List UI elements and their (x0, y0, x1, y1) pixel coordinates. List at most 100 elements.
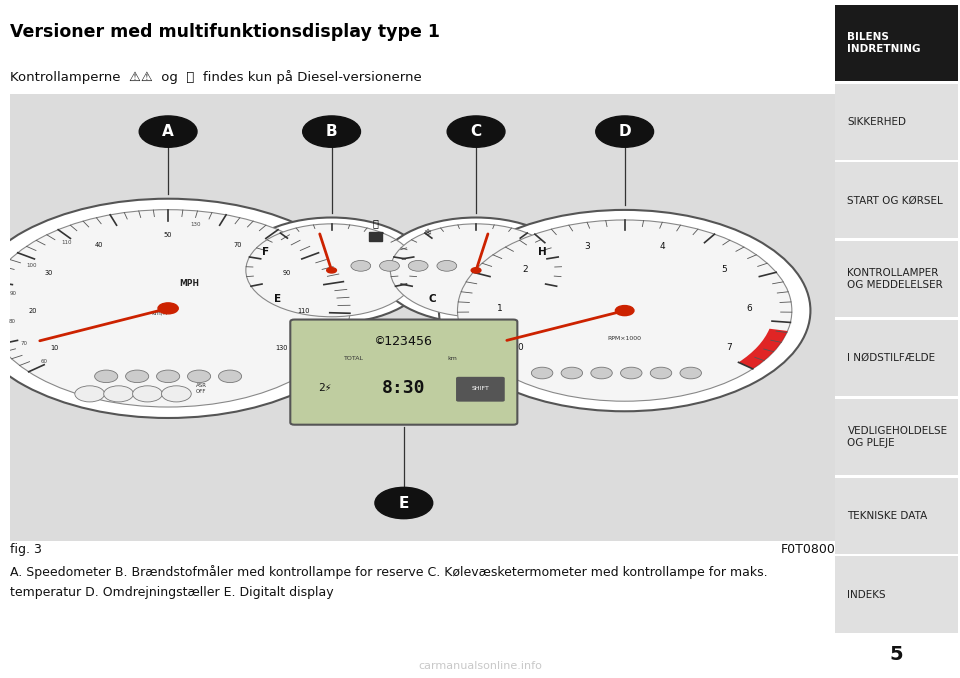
Circle shape (156, 370, 180, 382)
Text: D: D (618, 124, 631, 139)
Circle shape (139, 116, 197, 147)
Circle shape (458, 220, 792, 401)
Circle shape (104, 386, 133, 402)
Text: 100: 100 (26, 263, 36, 268)
FancyBboxPatch shape (456, 377, 505, 401)
Circle shape (132, 386, 162, 402)
Text: SIKKERHED: SIKKERHED (848, 117, 906, 127)
Circle shape (379, 260, 399, 271)
Text: 20: 20 (29, 308, 36, 314)
FancyBboxPatch shape (830, 2, 960, 84)
Text: BILENS
INDRETNING: BILENS INDRETNING (848, 32, 921, 54)
Circle shape (158, 303, 179, 314)
Text: ASR
OFF: ASR OFF (196, 383, 206, 394)
FancyBboxPatch shape (831, 476, 960, 555)
Text: 130: 130 (276, 345, 288, 351)
Text: 1: 1 (497, 304, 503, 313)
Text: 70: 70 (20, 340, 28, 346)
Text: 40: 40 (95, 242, 103, 248)
Circle shape (75, 386, 105, 402)
Circle shape (0, 199, 371, 418)
Text: 2: 2 (523, 265, 528, 274)
Text: carmanualsonline.info: carmanualsonline.info (418, 661, 542, 671)
Text: A: A (162, 124, 174, 139)
Circle shape (302, 116, 361, 147)
Circle shape (408, 260, 428, 271)
Text: RPM×1000: RPM×1000 (608, 336, 641, 341)
Circle shape (590, 367, 612, 379)
FancyBboxPatch shape (4, 90, 841, 544)
Bar (369, 231, 382, 241)
FancyBboxPatch shape (831, 82, 960, 161)
Wedge shape (738, 329, 787, 369)
Text: C: C (470, 124, 482, 139)
FancyBboxPatch shape (831, 397, 960, 477)
FancyBboxPatch shape (831, 161, 960, 240)
Circle shape (437, 260, 457, 271)
Text: 90: 90 (283, 271, 292, 277)
Text: 10: 10 (50, 345, 59, 351)
Text: km: km (447, 355, 457, 361)
Text: F: F (262, 247, 269, 257)
Circle shape (219, 370, 242, 382)
Text: 80: 80 (9, 319, 15, 324)
Text: 3: 3 (585, 242, 590, 251)
Text: km/h: km/h (152, 311, 168, 315)
Text: fig. 3: fig. 3 (10, 543, 41, 557)
Text: 6: 6 (746, 304, 752, 313)
Circle shape (0, 210, 350, 407)
Text: KONTROLLAMPER
OG MEDDELELSER: KONTROLLAMPER OG MEDDELELSER (848, 268, 944, 290)
Circle shape (378, 218, 573, 323)
Text: TOTAL: TOTAL (344, 355, 364, 361)
Circle shape (326, 268, 336, 273)
FancyBboxPatch shape (290, 319, 517, 424)
Text: 5: 5 (890, 645, 903, 664)
Text: 30: 30 (45, 271, 53, 277)
Circle shape (680, 367, 702, 379)
Text: B: B (325, 124, 337, 139)
Text: 90: 90 (10, 291, 16, 296)
Text: E: E (275, 294, 281, 304)
Circle shape (161, 386, 191, 402)
Circle shape (596, 116, 654, 147)
Text: 70: 70 (233, 242, 242, 248)
Text: 0: 0 (517, 343, 523, 352)
Circle shape (246, 224, 418, 317)
Text: F0T0800: F0T0800 (780, 543, 835, 557)
Text: ©123456: ©123456 (375, 336, 432, 348)
FancyBboxPatch shape (831, 555, 960, 634)
Circle shape (615, 306, 634, 316)
Circle shape (561, 367, 583, 379)
Circle shape (126, 370, 149, 382)
Text: 110: 110 (61, 240, 72, 245)
Circle shape (351, 260, 371, 271)
Circle shape (447, 116, 505, 147)
Text: ⛽: ⛽ (372, 218, 378, 228)
Text: 5: 5 (721, 265, 727, 274)
Text: A. Speedometer B. Brændstofmåler med kontrollampe for reserve C. Kølevæsketermom: A. Speedometer B. Brændstofmåler med kon… (10, 565, 767, 579)
Text: 50: 50 (164, 232, 173, 238)
Text: Kontrollamperne  ⚠⚠  og  ⛽  findes kun på Diesel-versionerne: Kontrollamperne ⚠⚠ og ⛽ findes kun på Di… (10, 70, 421, 83)
FancyBboxPatch shape (831, 240, 960, 319)
Circle shape (187, 370, 210, 382)
Text: START OG KØRSEL: START OG KØRSEL (848, 195, 944, 205)
Circle shape (234, 218, 429, 323)
Text: 7: 7 (726, 343, 732, 352)
Text: temperatur D. Omdrejningstæller E. Digitalt display: temperatur D. Omdrejningstæller E. Digit… (10, 586, 333, 599)
Text: VEDLIGEHOLDELSE
OG PLEJE: VEDLIGEHOLDELSE OG PLEJE (848, 426, 948, 448)
Circle shape (375, 487, 433, 519)
FancyBboxPatch shape (831, 319, 960, 397)
Text: TEKNISKE DATA: TEKNISKE DATA (848, 511, 927, 521)
Text: 130: 130 (190, 222, 201, 226)
Circle shape (439, 210, 810, 412)
Text: MPH: MPH (179, 279, 199, 288)
Text: Versioner med multifunktionsdisplay type 1: Versioner med multifunktionsdisplay type… (10, 23, 440, 41)
Text: 60: 60 (40, 359, 47, 363)
Text: I NØDSTILFÆLDE: I NØDSTILFÆLDE (848, 353, 936, 363)
Circle shape (95, 370, 118, 382)
Circle shape (532, 367, 553, 379)
Circle shape (650, 367, 672, 379)
Text: C: C (428, 294, 436, 304)
Text: ❄: ❄ (423, 228, 431, 239)
Text: INDEKS: INDEKS (848, 590, 886, 599)
